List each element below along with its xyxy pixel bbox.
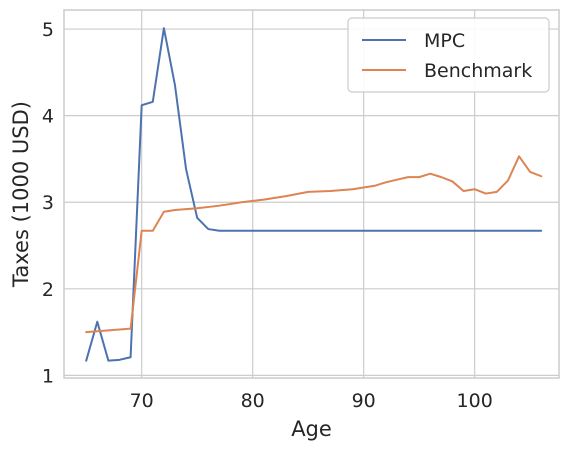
y-tick-label: 1 — [42, 365, 54, 387]
x-tick-label: 90 — [352, 390, 376, 412]
y-tick-label: 2 — [42, 279, 54, 301]
series-layer — [85, 27, 543, 362]
legend-box — [347, 17, 550, 93]
series-line-mpc — [85, 27, 543, 362]
legend-label-benchmark: Benchmark — [424, 60, 532, 82]
plot-frame — [63, 9, 560, 379]
legend-label-mpc: MPC — [424, 30, 465, 52]
legend: MPC Benchmark — [347, 17, 550, 93]
series-line-benchmark — [85, 155, 543, 334]
y-tick-label: 3 — [42, 192, 54, 214]
tick-label-layer: 70 80 90 100 1 2 3 4 5 — [42, 19, 493, 412]
y-axis-label: Taxes (1000 USD) — [9, 101, 33, 288]
y-tick-label: 5 — [42, 19, 54, 41]
x-tick-label: 70 — [130, 390, 154, 412]
x-tick-label: 100 — [457, 390, 493, 412]
x-tick-label: 80 — [241, 390, 265, 412]
y-tick-label: 4 — [42, 106, 54, 128]
x-axis-label: Age — [291, 417, 332, 441]
